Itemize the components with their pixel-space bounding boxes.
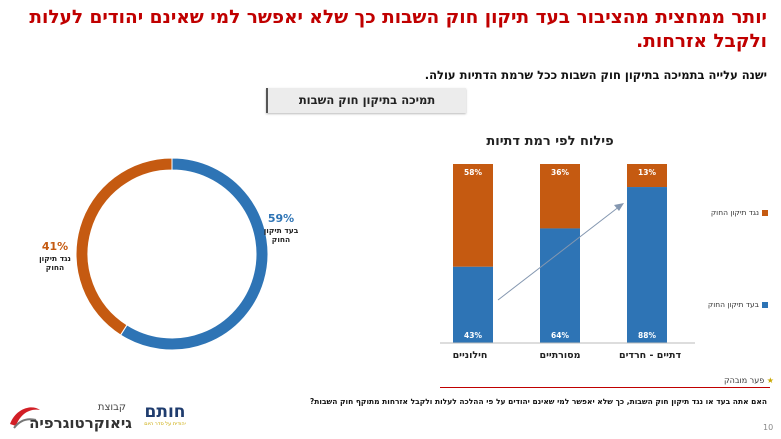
bar-for-label-2: 43% [464, 331, 482, 340]
bar-against-0 [627, 164, 667, 188]
legend-against-label: נגד תיקון החוק [710, 208, 759, 217]
significance-legend: ★ פער מובהק [724, 376, 774, 385]
bar-against-label-1: 36% [551, 168, 569, 177]
footer-divider [440, 387, 770, 388]
bar-against-label-0: 13% [638, 168, 656, 177]
khotem-logo-text: חותם [144, 402, 186, 422]
khotem-logo-sub: יהודית על סדר היום [144, 421, 186, 427]
survey-question: האם אתה בעד או נגד תיקון חוק השבות, כך ש… [309, 397, 767, 406]
star-icon: ★ [766, 376, 774, 385]
support-box-label: תמיכה בתיקון חוק השבות [298, 93, 436, 107]
donut-against-percent: 41% [41, 240, 69, 253]
donut-slice-against [75, 157, 173, 336]
xcat-religious: דתיים - חרדים [618, 350, 682, 361]
bar-chart-title: פילוח לפי רמת דתיות [486, 134, 614, 149]
trend-arrow-head [614, 203, 624, 211]
bar-for-0 [627, 187, 667, 343]
legend-against-swatch [762, 210, 768, 216]
bar-for-2 [453, 266, 493, 343]
support-box: תמיכה בתיקון חוק השבות [266, 88, 466, 113]
subtitle: ישנה עלייה בתמיכה בתיקון חוק השבות ככל ש… [424, 68, 767, 82]
khotem-logo: חותם יהודית על סדר היום [135, 403, 195, 427]
donut-for-percent: 59% [267, 212, 295, 225]
significance-label: פער מובהק [724, 376, 765, 385]
geo-swoosh-icon [10, 407, 40, 429]
legend-for-label: בעד תיקון החוק [707, 300, 759, 309]
bar-against-label-2: 58% [464, 168, 482, 177]
geo-logo-big: גיאוקרטוגרפיה [29, 414, 132, 432]
bar-against-2 [453, 164, 493, 267]
bar-for-label-1: 64% [551, 331, 569, 340]
bar-for-label-0: 88% [638, 331, 656, 340]
legend-for-swatch [762, 302, 768, 308]
page-number: 10 [763, 423, 774, 432]
bar-for-1 [540, 228, 580, 343]
donut-against-name: נגד תיקון החוק [39, 254, 71, 272]
trend-arrow [497, 205, 621, 301]
donut-label-for: 59% בעד תיקון החוק [256, 212, 306, 244]
page-title: יותר ממחצית מהציבור בעד תיקון חוק השבות … [29, 7, 767, 52]
donut-for-name: בעד תיקון החוק [263, 226, 299, 244]
bar-against-1 [540, 164, 580, 229]
xcat-traditional: מסורתיים [539, 350, 581, 361]
geo-logo-small: קבוצת [97, 402, 126, 413]
donut-label-against: 41% נגד תיקון החוק [30, 240, 80, 272]
xcat-secular: חילוניים [452, 350, 488, 361]
